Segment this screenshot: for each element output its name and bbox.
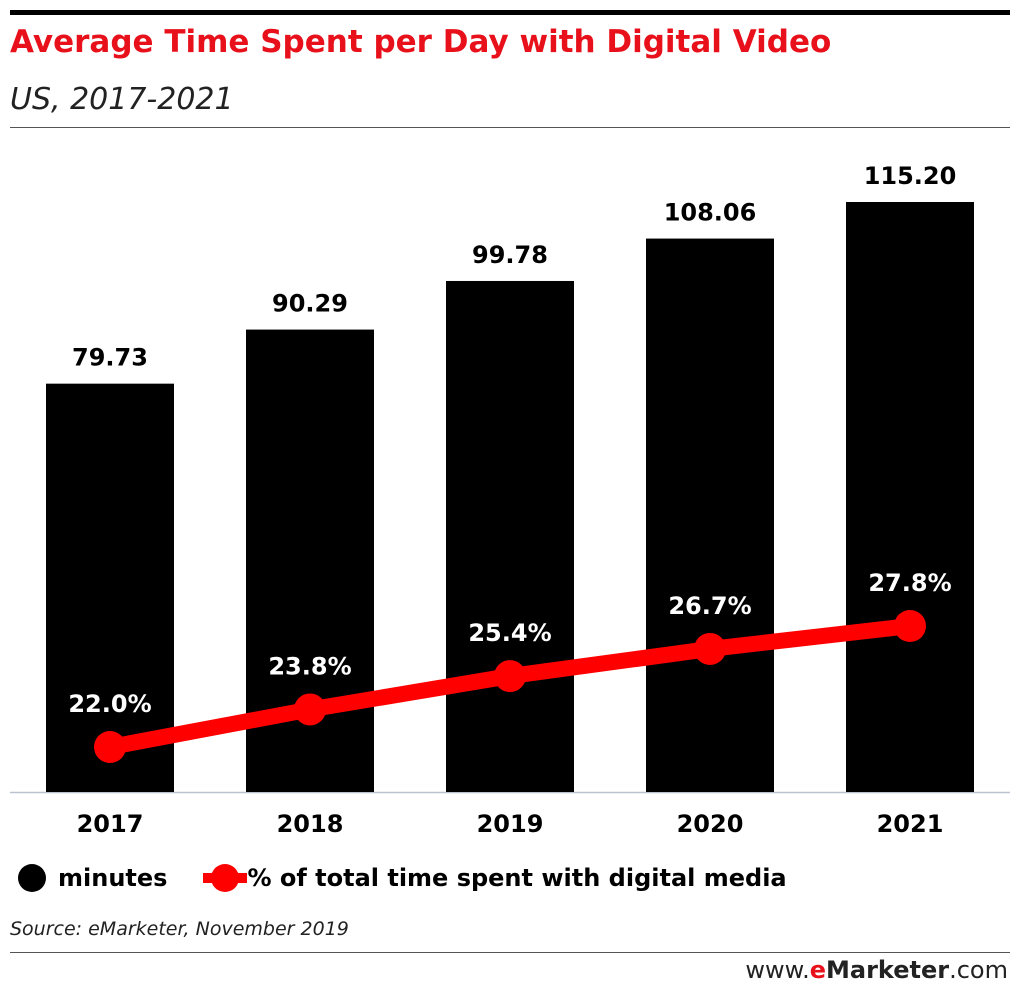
x-tick-2017: 2017	[77, 810, 144, 838]
bar-2017	[46, 383, 174, 792]
line-label-2017: 22.0%	[68, 690, 151, 718]
line-label-2020: 26.7%	[668, 592, 751, 620]
bar-label-2020: 108.06	[664, 199, 757, 227]
bar-label-2018: 90.29	[272, 290, 348, 318]
chart-title: Average Time Spent per Day with Digital …	[10, 24, 832, 60]
line-point-2017	[94, 731, 126, 763]
source-note: Source: eMarketer, November 2019	[10, 918, 349, 940]
bar-2021	[846, 202, 974, 792]
line-point-2021	[894, 610, 926, 642]
legend-line-label: % of total time spent with digital media	[247, 864, 787, 892]
bar-2019	[446, 280, 574, 792]
chart-plot: 79.73 2017 90.29 2018 99.78 2019 108.06 2020 115…	[10, 162, 1010, 838]
legend: minutes % of total time spent with digit…	[18, 858, 787, 898]
brand-name: Marketer	[826, 956, 950, 984]
legend-line-swatch	[203, 864, 248, 892]
chart-subtitle: US, 2017-2021	[10, 82, 234, 117]
legend-bar-label: minutes	[58, 864, 168, 892]
bar-2020	[646, 238, 774, 793]
legend-bar-swatch	[18, 864, 46, 892]
brand-e: e	[809, 956, 827, 984]
line-label-2018: 23.8%	[268, 652, 351, 680]
x-tick-2018: 2018	[277, 810, 344, 838]
line-point-2019	[494, 660, 526, 693]
bar-label-2021: 115.20	[864, 162, 957, 190]
line-label-2019: 25.4%	[468, 619, 551, 647]
x-tick-2019: 2019	[477, 810, 544, 838]
bar-label-2017: 79.73	[72, 344, 148, 372]
top-rule	[10, 10, 1010, 15]
brand-suffix: .com	[949, 956, 1008, 984]
brand-prefix: www.	[745, 956, 810, 984]
bar-label-2019: 99.78	[472, 241, 548, 269]
line-label-2021: 27.8%	[868, 569, 951, 597]
x-tick-2021: 2021	[877, 810, 944, 838]
x-tick-2020: 2020	[677, 810, 744, 838]
line-point-2018	[294, 693, 326, 726]
subtitle-rule	[10, 127, 1010, 128]
brand-logo: www.eMarketer.com	[745, 956, 1008, 984]
footer-rule	[10, 952, 1010, 953]
line-point-2020	[694, 632, 726, 665]
